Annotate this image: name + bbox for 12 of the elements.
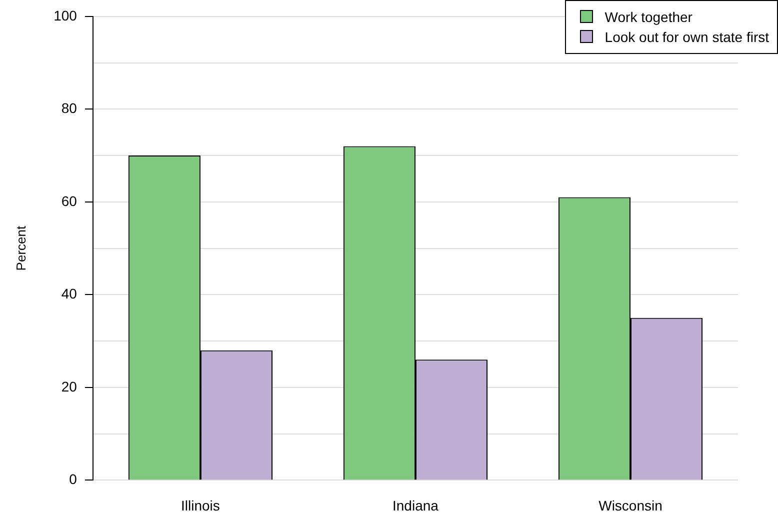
- y-tick-label: 100: [54, 7, 78, 24]
- y-tick-label: 80: [61, 100, 78, 116]
- y-tick-label: 40: [61, 286, 78, 302]
- legend-label: Work together: [604, 8, 694, 27]
- x-tick-label: Wisconsin: [598, 497, 662, 514]
- x-tick-label: Indiana: [392, 497, 439, 514]
- y-tick-label: 0: [69, 471, 78, 488]
- y-axis-title: Percent: [13, 226, 28, 271]
- y-tick-label: 20: [61, 378, 78, 394]
- x-tick-label: Illinois: [181, 497, 220, 514]
- y-tick-label: 60: [61, 192, 78, 209]
- legend-label: Look out for own state first: [604, 28, 769, 47]
